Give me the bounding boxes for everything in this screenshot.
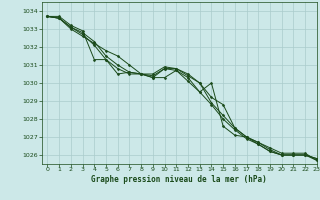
X-axis label: Graphe pression niveau de la mer (hPa): Graphe pression niveau de la mer (hPa) bbox=[91, 175, 267, 184]
